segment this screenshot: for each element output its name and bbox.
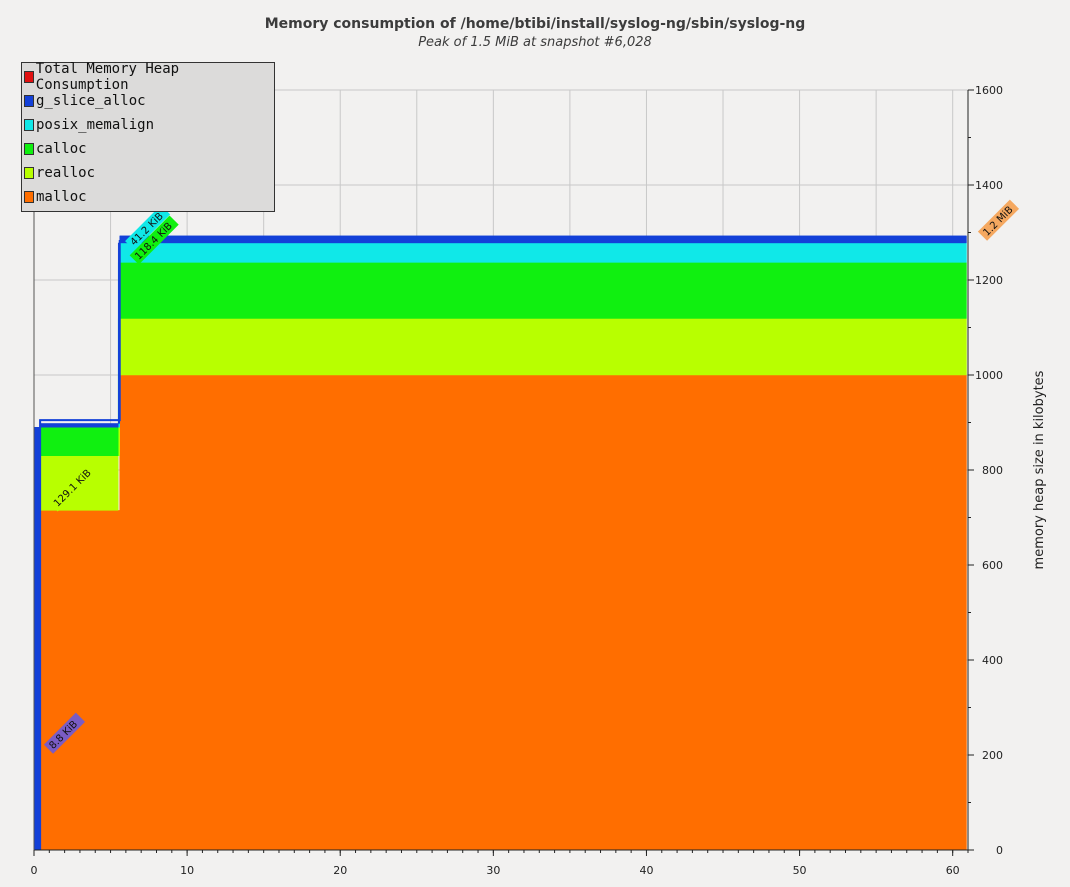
legend-swatch bbox=[24, 71, 34, 83]
x-tick-label: 10 bbox=[180, 864, 194, 877]
legend: Total Memory Heap Consumption g_slice_all… bbox=[21, 61, 275, 212]
legend-swatch bbox=[24, 167, 34, 179]
y-tick-label: 1000 bbox=[975, 369, 1003, 382]
legend-label: g_slice_alloc bbox=[36, 93, 146, 109]
chart-subtitle: Peak of 1.5 MiB at snapshot #6,028 bbox=[418, 35, 652, 50]
legend-label: malloc bbox=[36, 189, 87, 205]
y-tick-label: 200 bbox=[982, 749, 1003, 762]
area-malloc bbox=[34, 374, 967, 850]
legend-item-realloc: realloc bbox=[22, 161, 274, 185]
x-tick-label: 50 bbox=[793, 864, 807, 877]
annotation-label: 1.2 MiB bbox=[981, 204, 1015, 238]
y-tick-label: 1200 bbox=[975, 274, 1003, 287]
x-tick-label: 0 bbox=[31, 864, 38, 877]
y-tick-label: 0 bbox=[996, 844, 1003, 857]
y-tick-label: 600 bbox=[982, 559, 1003, 572]
legend-item-calloc: calloc bbox=[22, 137, 274, 161]
y-tick-label: 1400 bbox=[975, 179, 1003, 192]
legend-label: posix_memalign bbox=[36, 117, 155, 133]
legend-swatch bbox=[24, 119, 34, 131]
y-axis-label: memory heap size in kilobytes bbox=[1032, 370, 1047, 569]
legend-swatch bbox=[24, 191, 34, 203]
legend-item-total-memory-heap-consumption: Total Memory Heap Consumption bbox=[22, 61, 274, 93]
total-line-rise bbox=[34, 420, 41, 850]
annotation-box bbox=[43, 712, 86, 754]
annotation-box bbox=[129, 215, 179, 265]
x-tick-label: 60 bbox=[946, 864, 960, 877]
legend-label: calloc bbox=[36, 141, 87, 157]
legend-swatch bbox=[24, 143, 34, 155]
legend-item-g-slice-alloc: g_slice_alloc bbox=[22, 89, 274, 113]
chart-title: Memory consumption of /home/btibi/instal… bbox=[264, 16, 806, 32]
x-tick-label: 30 bbox=[486, 864, 500, 877]
y-tick-label: 400 bbox=[982, 654, 1003, 667]
legend-item-malloc: malloc bbox=[22, 185, 274, 209]
legend-label: Total Memory Heap Consumption bbox=[35, 61, 180, 93]
annotation-box bbox=[48, 462, 98, 512]
legend-swatch bbox=[24, 95, 34, 107]
annotation-box bbox=[977, 199, 1020, 241]
x-tick-label: 20 bbox=[333, 864, 347, 877]
total-line bbox=[34, 240, 967, 850]
legend-item-posix-memalign: posix_memalign bbox=[22, 113, 274, 137]
y-tick-label: 1600 bbox=[975, 84, 1003, 97]
legend-label: realloc bbox=[36, 165, 96, 181]
annotation: 1.2 MiB bbox=[977, 199, 1020, 241]
annotation-box bbox=[125, 205, 171, 251]
stacked-areas bbox=[34, 235, 967, 850]
axes: 0 10 20 30 40 50 60020040060080010001200140016… bbox=[31, 84, 1004, 877]
area-g-slice-alloc bbox=[34, 235, 967, 850]
y-tick-label: 800 bbox=[982, 464, 1003, 477]
x-tick-label: 40 bbox=[639, 864, 653, 877]
